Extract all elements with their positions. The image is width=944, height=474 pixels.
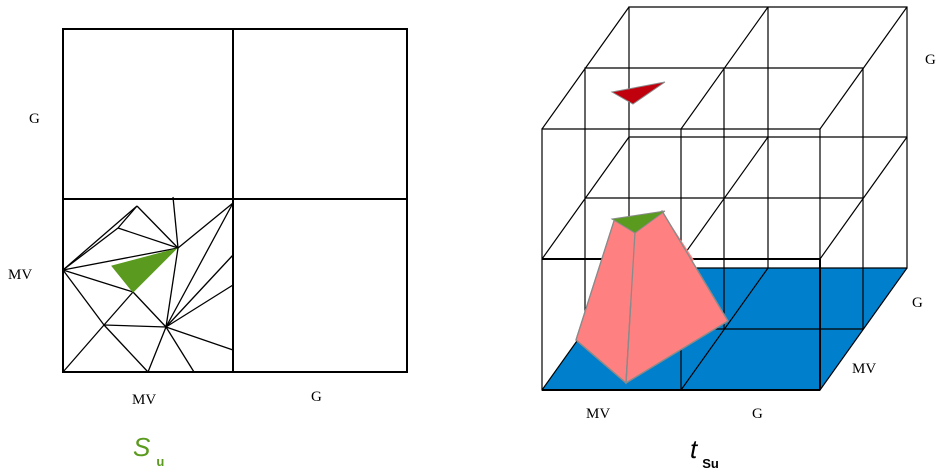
right-col-label-left: MV (586, 406, 610, 422)
triangulation-mesh (62, 196, 234, 373)
left-row-label-bottom: MV (8, 267, 32, 283)
cube-wireframe (541, 6, 908, 391)
right-depth-label-g-lower: G (912, 295, 923, 311)
left-symbol: S u (133, 432, 164, 469)
green-triangle-top (610, 210, 666, 234)
red-triangle (610, 81, 666, 105)
left-col-label-right: G (311, 389, 322, 405)
left-grid-outer (62, 28, 408, 373)
left-panel (62, 28, 408, 373)
left-col-label-left: MV (132, 392, 156, 408)
right-panel (541, 6, 908, 391)
right-symbol-subscript: Su (702, 456, 719, 471)
pink-frustum (575, 210, 729, 385)
frustum-back-face (576, 211, 694, 340)
left-symbol-subscript: u (156, 454, 164, 469)
green-triangle-left (111, 248, 178, 293)
left-symbol-main: S (133, 432, 151, 462)
right-depth-label-g: G (925, 52, 936, 68)
left-row-label-top: G (29, 111, 40, 127)
right-depth-label-mv: MV (852, 361, 876, 377)
right-col-label-right: G (752, 406, 763, 422)
right-symbol: t Su (690, 434, 719, 471)
right-symbol-main: t (690, 434, 699, 464)
